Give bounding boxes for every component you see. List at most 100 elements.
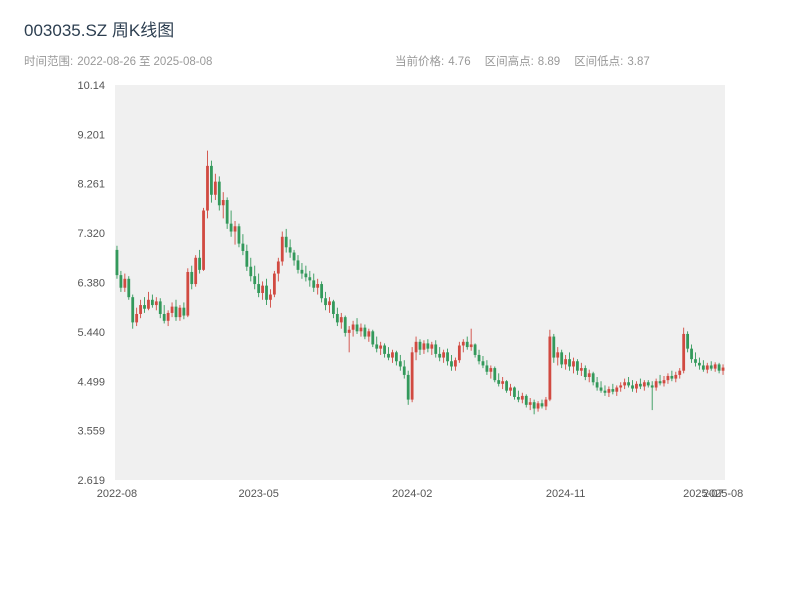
candle-body	[650, 385, 654, 388]
candle-down	[190, 265, 194, 290]
candle-down	[493, 366, 497, 383]
candle-down	[387, 347, 390, 361]
candle-body	[505, 381, 508, 391]
candle-body	[465, 341, 469, 348]
candle-down	[162, 305, 166, 324]
candle-up	[662, 375, 666, 387]
candle-down	[434, 340, 438, 358]
candle-body	[654, 381, 658, 388]
y-tick-label: 4.499	[77, 376, 105, 388]
candle-body	[481, 361, 485, 366]
current-price-value: 4.76	[448, 56, 471, 68]
candle-body	[619, 385, 623, 388]
candle-down	[320, 281, 324, 303]
candle-body	[150, 299, 154, 306]
candle-body	[131, 297, 135, 323]
candle-body	[623, 382, 627, 386]
candle-body	[363, 327, 367, 337]
candle-down	[127, 276, 131, 300]
candle-body	[166, 312, 170, 321]
candle-up	[520, 392, 524, 404]
plot-area	[115, 85, 725, 480]
candle-body	[583, 368, 587, 378]
candle-body	[139, 305, 142, 314]
candle-down	[583, 365, 587, 381]
candle-body	[713, 364, 717, 369]
candle-down	[694, 352, 697, 367]
y-tick-label: 6.380	[77, 277, 105, 289]
x-tick-label: 2023-05	[238, 488, 278, 500]
candle-down	[638, 378, 642, 390]
candle-down	[631, 380, 634, 392]
candle-down	[650, 381, 654, 411]
candle-up	[233, 221, 237, 245]
candle-up	[461, 339, 465, 353]
candle-down	[394, 350, 398, 366]
candle-up	[442, 349, 446, 363]
candle-body	[690, 348, 693, 360]
candle-down	[418, 339, 422, 355]
candle-body	[686, 333, 690, 349]
candle-body	[229, 223, 233, 232]
candle-down	[375, 336, 379, 353]
candle-body	[206, 165, 209, 211]
candle-body	[430, 344, 434, 349]
candle-body	[406, 374, 410, 400]
candle-body	[280, 236, 284, 262]
candle-down	[611, 383, 615, 395]
candle-down	[576, 359, 579, 375]
candle-down	[438, 347, 442, 362]
candle-body	[332, 301, 335, 314]
candle-body	[513, 387, 516, 397]
candle-body	[701, 365, 705, 370]
candle-body	[272, 273, 276, 295]
candle-down	[701, 360, 705, 372]
candle-body	[304, 273, 308, 278]
candle-body	[119, 275, 123, 288]
candle-up	[430, 341, 434, 355]
page-title: 003035.SZ 周K线图	[24, 21, 175, 40]
candle-body	[450, 361, 453, 367]
candle-body	[367, 331, 371, 337]
candle-down	[552, 333, 556, 363]
candle-down	[253, 265, 257, 290]
candle-body	[127, 278, 131, 298]
candle-up	[123, 273, 127, 292]
candle-body	[375, 344, 379, 349]
candle-body	[398, 361, 402, 367]
candle-up	[607, 386, 611, 397]
candle-body	[210, 165, 213, 195]
candle-down	[343, 315, 347, 337]
candle-body	[469, 344, 473, 348]
candle-up	[422, 340, 426, 354]
candle-body	[288, 247, 292, 253]
candle-body	[658, 381, 662, 384]
candle-up	[269, 289, 272, 308]
y-tick-label: 5.440	[77, 327, 105, 339]
time-range-label: 时间范围:	[24, 56, 74, 68]
candle-up	[587, 369, 591, 383]
candle-body	[579, 368, 583, 371]
candle-body	[391, 352, 394, 358]
candle-down	[332, 299, 335, 319]
candle-body	[178, 307, 182, 318]
candle-body	[646, 382, 650, 386]
candle-down	[450, 354, 453, 371]
candle-body	[548, 336, 552, 400]
candle-down	[540, 399, 544, 409]
candle-down	[288, 239, 292, 258]
candle-body	[158, 301, 162, 314]
candle-body	[387, 353, 390, 358]
candle-up	[391, 349, 394, 363]
candle-up	[721, 364, 725, 375]
x-tick-label: 2024-02	[392, 488, 432, 500]
y-tick-label: 3.559	[77, 426, 105, 438]
candle-down	[595, 377, 599, 391]
candle-body	[434, 344, 438, 354]
candle-body	[292, 252, 296, 261]
candle-up	[556, 347, 560, 366]
candle-down	[115, 245, 119, 279]
candle-body	[552, 336, 556, 358]
candle-body	[638, 383, 642, 387]
candle-up	[564, 354, 568, 370]
